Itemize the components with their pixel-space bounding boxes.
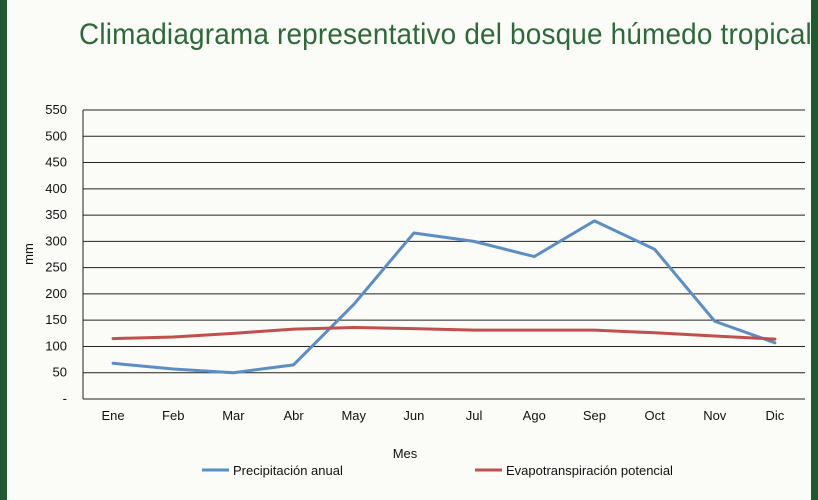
x-tick-label: Jun [403, 408, 424, 423]
y-tick-label: 50 [53, 365, 67, 380]
x-tick-label: Ago [523, 408, 546, 423]
y-axis-label: mm [21, 243, 36, 265]
chart-svg: - 50 100 150 200 250 300 350 400 450 500 550 Ene Feb… [21, 102, 805, 478]
x-axis-label: Mes [393, 446, 418, 461]
y-tick-labels: - 50 100 150 200 250 300 350 400 450 500 550 [45, 102, 67, 406]
x-tick-label: Abr [283, 408, 304, 423]
chart-title: Climadiagrama representativo del bosque … [79, 18, 812, 51]
series-lines [111, 219, 777, 375]
x-tick-label: Oct [644, 408, 665, 423]
y-tick-label: 550 [45, 102, 67, 117]
y-tick-label: 100 [45, 338, 67, 353]
x-tick-label: Feb [162, 408, 184, 423]
series-line-1 [111, 219, 777, 375]
legend: Precipitación anual Evapotranspiración po… [202, 463, 673, 478]
y-tick-label: 200 [45, 286, 67, 301]
x-tick-label: Sep [583, 408, 606, 423]
x-tick-labels: Ene Feb Mar Abr May Jun Jul Ago Sep Oct Nov Dic [102, 408, 785, 423]
x-tick-label: Dic [766, 408, 785, 423]
y-tick-label: - [63, 391, 67, 406]
x-tick-label: Jul [466, 408, 483, 423]
y-tick-label: 150 [45, 312, 67, 327]
x-tick-label: Nov [703, 408, 727, 423]
grid-lines [82, 109, 805, 400]
series-line-2 [111, 326, 777, 341]
x-tick-label: Ene [102, 408, 125, 423]
y-tick-label: 350 [45, 207, 67, 222]
y-tick-label: 500 [45, 128, 67, 143]
y-tick-label: 300 [45, 233, 67, 248]
legend-label: Precipitación anual [233, 463, 343, 478]
x-tick-label: May [341, 408, 366, 423]
y-tick-label: 450 [45, 155, 67, 170]
y-tick-label: 400 [45, 181, 67, 196]
y-tick-label: 250 [45, 260, 67, 275]
x-tick-label: Mar [222, 408, 245, 423]
legend-label: Evapotranspiración potencial [506, 463, 673, 478]
